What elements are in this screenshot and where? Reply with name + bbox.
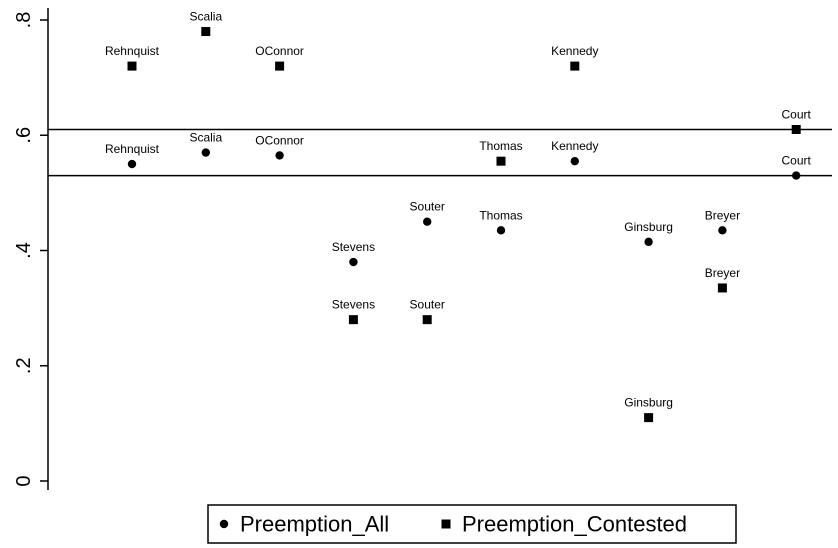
point-label: Ginsburg bbox=[624, 220, 673, 234]
point-label: Scalia bbox=[189, 10, 222, 24]
point-label: Rehnquist bbox=[105, 44, 160, 58]
point-label: Stevens bbox=[332, 298, 375, 312]
point-label: Souter bbox=[410, 298, 445, 312]
point-marker-circle bbox=[201, 148, 210, 157]
point-marker-circle bbox=[496, 226, 506, 235]
point-label: Stevens bbox=[332, 240, 375, 254]
legend-marker-square bbox=[441, 519, 451, 529]
point-label: Rehnquist bbox=[105, 142, 160, 156]
point-label: Breyer bbox=[705, 266, 740, 280]
point-marker-square bbox=[791, 124, 801, 134]
point-marker-circle bbox=[644, 237, 653, 247]
point-label: Kennedy bbox=[551, 44, 598, 58]
point-marker-square bbox=[496, 156, 506, 166]
point-marker-square bbox=[127, 61, 137, 71]
legend-box bbox=[207, 504, 737, 544]
point-marker-square bbox=[422, 315, 432, 325]
y-tick-label: .6 bbox=[13, 127, 35, 144]
y-axis: 0 .2 .4 .6 .8 bbox=[13, 8, 49, 490]
point-label: Court bbox=[782, 107, 812, 121]
y-tick-label: .8 bbox=[13, 12, 35, 29]
point-label: Thomas bbox=[479, 208, 522, 222]
legend-label: Preemption_All bbox=[240, 512, 389, 537]
y-tick-label: 0 bbox=[13, 475, 35, 486]
point-marker-circle bbox=[792, 171, 801, 180]
point-marker-square bbox=[201, 27, 211, 37]
point-label: Thomas bbox=[479, 139, 522, 153]
legend: Preemption_All Preemption_Contested bbox=[207, 504, 737, 544]
point-marker-circle bbox=[275, 151, 284, 160]
legend-marker-circle bbox=[219, 519, 229, 529]
reference-lines bbox=[48, 128, 832, 177]
point-marker-circle bbox=[423, 217, 432, 226]
data-points: Rehnquist Scalia OConnor Stevens Souter Thoma… bbox=[105, 10, 812, 423]
point-marker-circle bbox=[127, 159, 137, 169]
point-marker-circle bbox=[570, 156, 579, 166]
y-tick-label: .4 bbox=[13, 242, 35, 259]
legend-label: Preemption_Contested bbox=[462, 512, 687, 537]
point-marker-square bbox=[717, 283, 727, 293]
point-marker-square bbox=[348, 315, 358, 325]
point-label: Souter bbox=[410, 200, 445, 214]
point-marker-circle bbox=[718, 226, 727, 235]
point-label: OConnor bbox=[255, 133, 304, 147]
point-marker-circle bbox=[349, 257, 358, 267]
point-label: Scalia bbox=[189, 131, 222, 145]
point-marker-square bbox=[275, 61, 285, 71]
point-label: Ginsburg bbox=[624, 396, 673, 410]
y-tick-label: .2 bbox=[13, 357, 35, 374]
point-label: Court bbox=[782, 154, 812, 168]
point-marker-square bbox=[644, 413, 654, 423]
point-marker-square bbox=[570, 61, 580, 71]
point-label: Breyer bbox=[705, 208, 740, 222]
point-label: OConnor bbox=[255, 44, 304, 58]
point-label: Kennedy bbox=[551, 139, 598, 153]
